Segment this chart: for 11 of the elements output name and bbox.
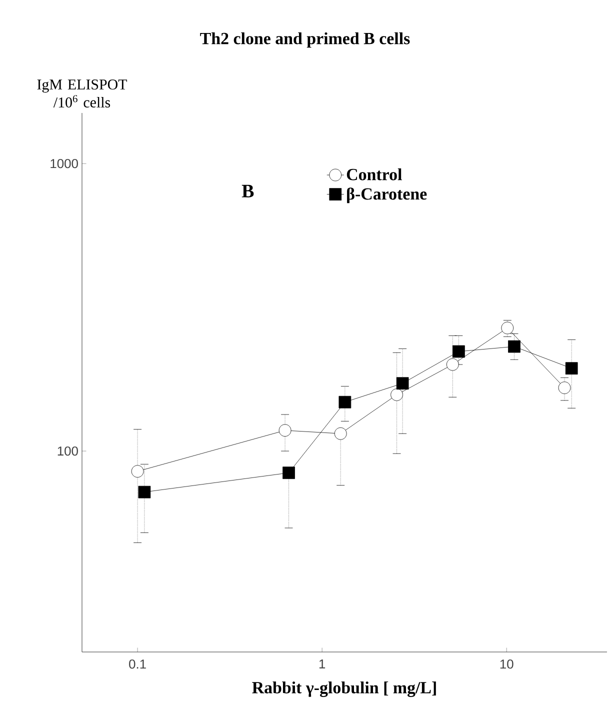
y-axis-title: IgM ELISPOT /10$^{6}$ cells xyxy=(37,80,127,108)
x-tick-label: 1 xyxy=(319,659,326,668)
annotation: B xyxy=(242,184,254,198)
y-tick-label: 100 xyxy=(58,446,78,456)
legend-label: Control xyxy=(346,168,402,180)
x-tick-label: 0.1 xyxy=(129,659,146,669)
x-tick-label: 10 xyxy=(500,659,514,669)
x-axis-title: Rabbit γ-globulin [ mg/L] xyxy=(252,681,436,697)
legend-label: β-Carotene xyxy=(347,188,427,204)
y-tick-label: 1000 xyxy=(50,159,78,168)
chart-title: Th2 clone and primed B cells xyxy=(200,32,410,48)
